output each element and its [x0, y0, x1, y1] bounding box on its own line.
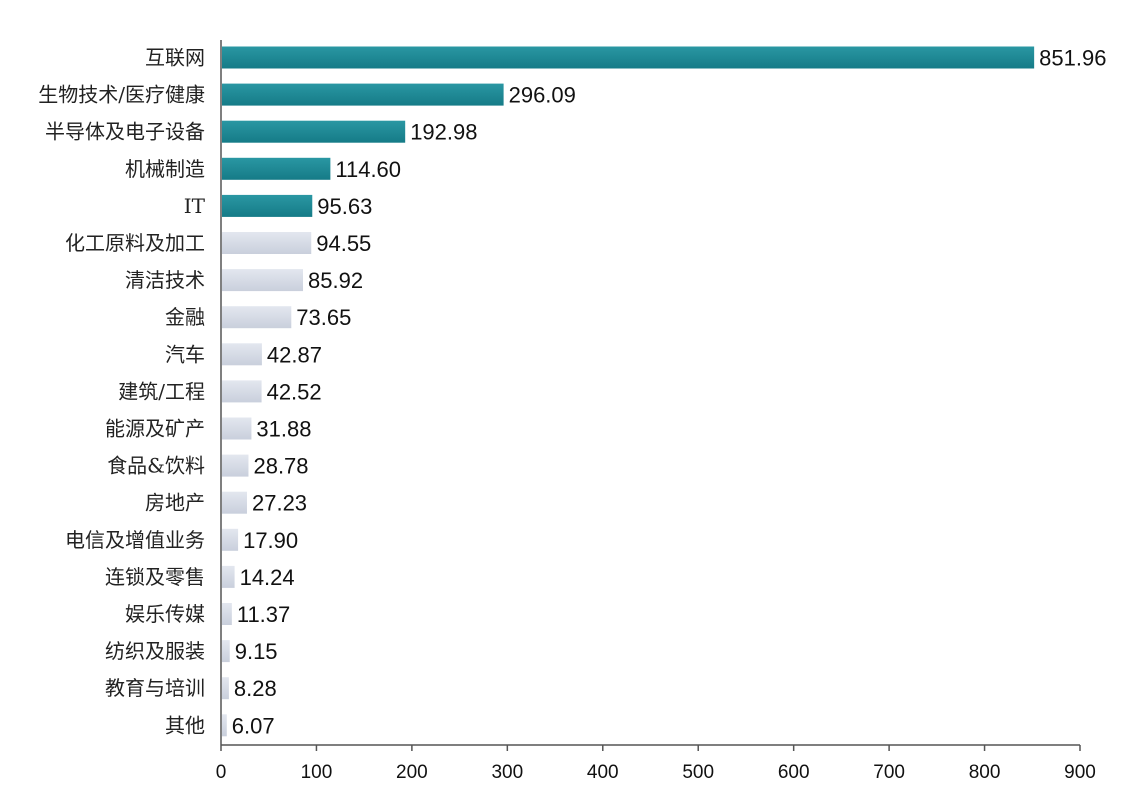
bar-5: [222, 232, 312, 254]
value-label-4: 95.63: [317, 194, 372, 219]
category-label-18: 其他: [165, 713, 205, 737]
category-label-7: 金融: [165, 305, 205, 329]
bar-13: [222, 528, 239, 551]
value-label-3: 114.60: [335, 157, 401, 182]
bar-11: [222, 454, 249, 477]
category-label-1: 生物技术/医疗健康: [38, 83, 205, 107]
x-tick-label-4: 400: [587, 762, 619, 783]
value-label-18: 6.07: [232, 713, 275, 738]
category-label-17: 教育与培训: [105, 676, 205, 700]
bar-6: [222, 269, 304, 292]
bar-12: [222, 491, 247, 514]
category-label-2: 半导体及电子设备: [45, 120, 205, 144]
value-label-2: 192.98: [410, 120, 477, 145]
x-tick-label-0: 0: [216, 762, 227, 783]
category-label-14: 连锁及零售: [105, 565, 205, 589]
category-label-13: 电信及增值业务: [65, 528, 205, 552]
value-label-15: 11.37: [237, 602, 290, 627]
bar-4: [222, 194, 313, 217]
bar-9: [222, 380, 262, 403]
bar-3: [222, 157, 331, 180]
value-label-10: 31.88: [256, 417, 311, 442]
x-tick-label-9: 900: [1064, 762, 1096, 783]
value-label-11: 28.78: [253, 454, 308, 479]
x-axis-ticks: 0 100 200 300 400 500 600 700 800 900: [216, 745, 1096, 783]
x-tick-label-7: 700: [873, 762, 905, 783]
category-label-3: 机械制造: [125, 157, 205, 181]
x-tick-label-8: 800: [969, 762, 1001, 783]
x-tick-label-5: 500: [682, 762, 714, 783]
bar-10: [222, 417, 252, 440]
x-tick-label-2: 200: [396, 762, 428, 783]
value-label-1: 296.09: [509, 83, 576, 108]
x-tick-label-1: 100: [301, 762, 333, 783]
category-label-15: 娱乐传媒: [125, 602, 205, 626]
x-tick-label-3: 300: [491, 762, 523, 783]
value-label-9: 42.52: [267, 379, 322, 404]
category-label-8: 汽车: [165, 342, 205, 366]
bar-7: [222, 306, 292, 329]
bar-1: [222, 83, 504, 106]
value-label-12: 27.23: [252, 491, 307, 516]
category-label-6: 清洁技术: [125, 268, 205, 292]
value-labels: 851.96 296.09 192.98 114.60 95.63 94.55 85.92 7…: [232, 46, 1107, 739]
category-label-16: 纺织及服装: [105, 639, 205, 663]
category-label-12: 房地产: [145, 491, 205, 515]
bar-8: [222, 343, 262, 366]
value-label-8: 42.87: [267, 342, 322, 367]
value-label-0: 851.96: [1039, 46, 1106, 71]
value-label-7: 73.65: [296, 305, 351, 330]
bar-0: [222, 46, 1035, 69]
x-tick-label-6: 600: [778, 762, 810, 783]
value-label-13: 17.90: [243, 528, 298, 553]
bar-17: [222, 677, 229, 700]
bar-2: [222, 120, 406, 143]
bar-14: [222, 565, 235, 588]
bar-16: [222, 640, 230, 663]
category-label-0: 互联网: [145, 46, 205, 70]
value-label-14: 14.24: [240, 565, 295, 590]
bar-18: [222, 714, 227, 737]
value-label-17: 8.28: [234, 676, 277, 701]
category-label-10: 能源及矿产: [105, 417, 205, 441]
category-label-9: 建筑/工程: [118, 379, 205, 403]
category-label-4: IT: [184, 194, 206, 218]
value-label-16: 9.15: [235, 639, 278, 664]
bar-15: [222, 603, 232, 625]
category-label-5: 化工原料及加工: [65, 231, 205, 255]
bars-group: [222, 46, 1035, 737]
value-label-6: 85.92: [308, 268, 363, 293]
value-label-5: 94.55: [316, 231, 371, 256]
category-label-11: 食品&饮料: [107, 454, 205, 478]
